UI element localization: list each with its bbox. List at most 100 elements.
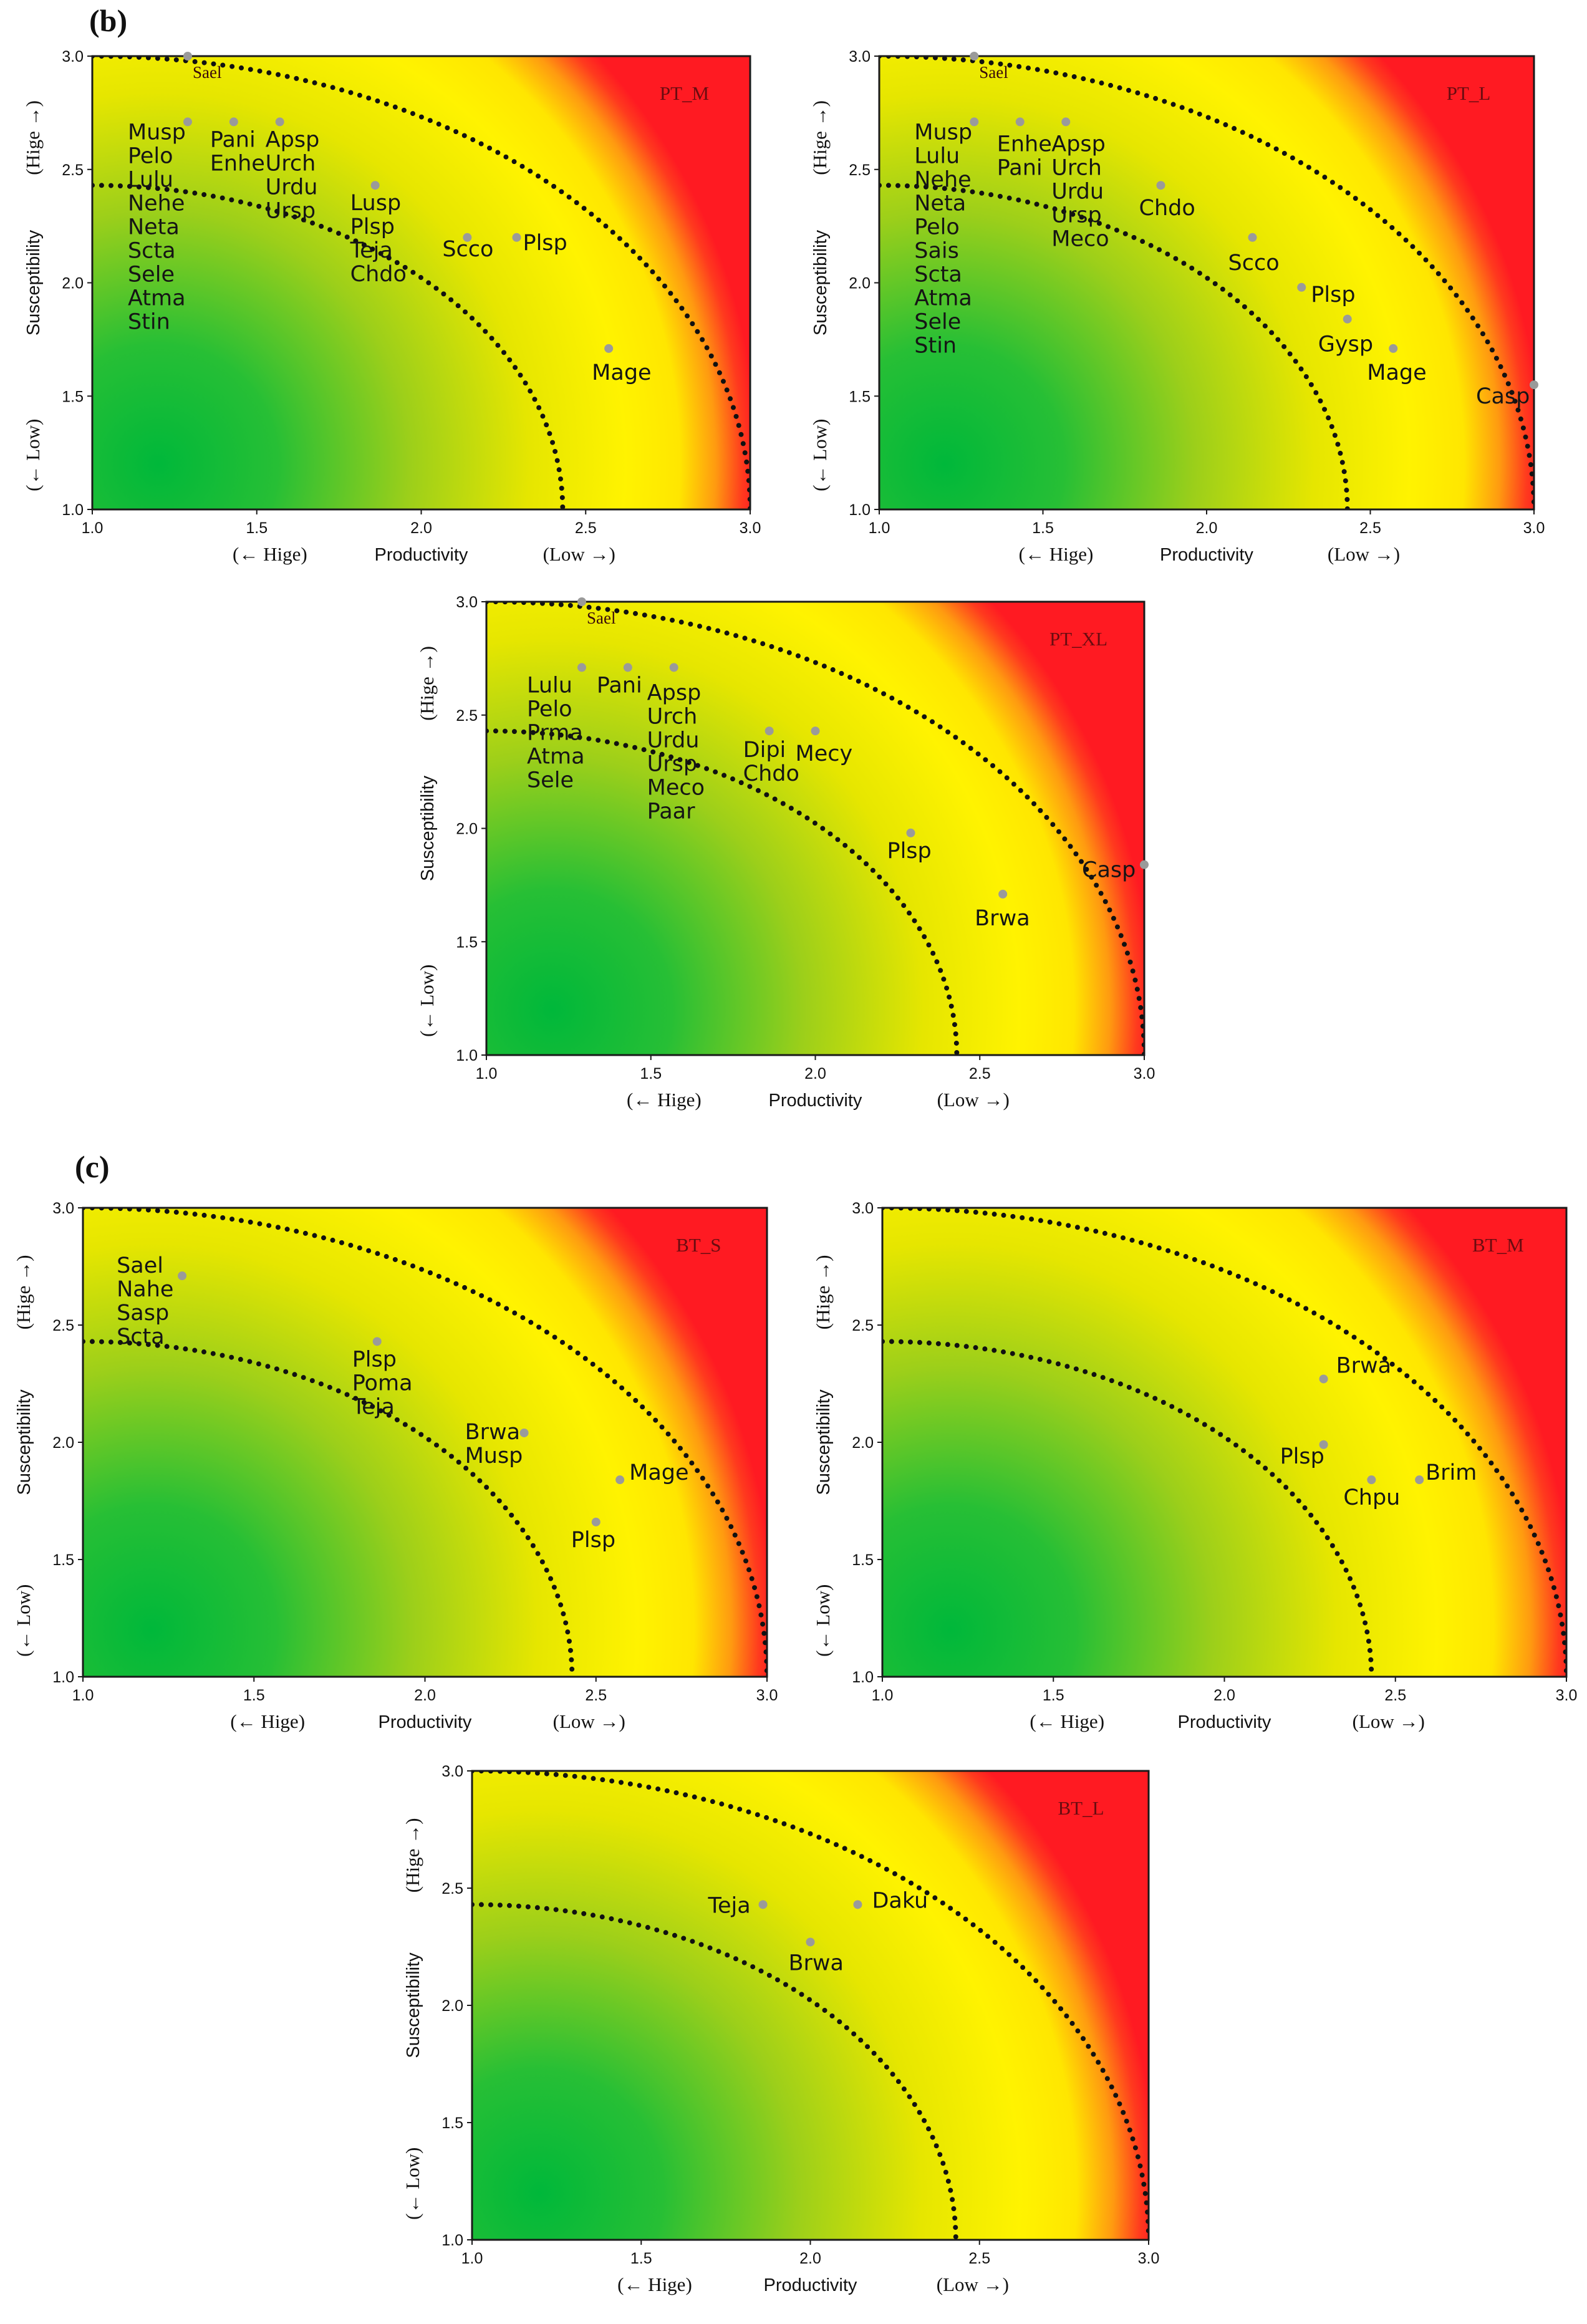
species-label: Brwa: [789, 1950, 844, 1975]
high-risk-threshold-curve: [879, 56, 1534, 509]
y-axis-title: Susceptibility: [403, 1952, 423, 2058]
species-label: Daku: [872, 1888, 928, 1913]
x-high-direction-label: (← Hige): [233, 543, 307, 565]
y-tick-label: 1.5: [849, 388, 871, 405]
chart-pt_l: PT_L 1.0 1.5 2.0 2.5 3.0 1.0 1.5 2.0 2.5 3.0 Produc…: [809, 48, 1545, 565]
risk-gradient-field: [486, 602, 1144, 1055]
data-point: [998, 889, 1008, 899]
x-tick-label: 1.0: [461, 2250, 483, 2267]
species-label: Sael: [979, 63, 1008, 82]
x-tick-label: 2.5: [575, 519, 597, 537]
x-tick-label: 2.0: [1196, 519, 1218, 537]
y-high-direction-label: (Hige →): [809, 100, 831, 175]
data-point: [604, 344, 614, 353]
y-low-direction-label: (← Low): [22, 419, 44, 491]
species-label: Teja: [708, 1893, 751, 1918]
panel-title: PT_XL: [1049, 628, 1107, 650]
species-label: Poma: [352, 1371, 413, 1396]
data-point: [669, 663, 678, 672]
y-low-direction-label: (← Low): [402, 2148, 423, 2220]
y-axis-title: Susceptibility: [814, 1389, 834, 1495]
x-tick-label: 2.5: [585, 1687, 607, 1704]
species-label: Mecy: [796, 741, 853, 766]
species-label: Enhe: [210, 151, 265, 176]
species-label: Ursp: [266, 198, 316, 223]
data-point: [1319, 1440, 1328, 1449]
y-tick-label: 3.0: [849, 48, 871, 65]
x-axis-title: Productivity: [379, 1712, 472, 1732]
y-axis-title: Susceptibility: [14, 1389, 34, 1495]
species-label: Musp: [914, 120, 972, 145]
panel-title: BT_M: [1472, 1234, 1524, 1256]
high-risk-threshold-curve: [472, 1771, 1149, 2240]
data-point: [970, 52, 979, 60]
species-label: Urch: [266, 151, 316, 176]
x-tick-label: 1.0: [72, 1687, 94, 1704]
species-label: Sais: [914, 238, 959, 263]
data-point: [1319, 1374, 1328, 1384]
species-label: Ursp: [647, 751, 697, 776]
y-tick-label: 2.0: [62, 275, 84, 292]
species-label: Pelo: [914, 215, 960, 239]
high-risk-threshold-curve: [83, 1208, 767, 1677]
species-label: Atma: [914, 286, 972, 311]
y-tick-label: 2.0: [441, 1997, 463, 2015]
species-label: Meco: [1051, 226, 1109, 251]
data-point: [1415, 1475, 1424, 1485]
data-point: [512, 233, 521, 242]
data-point: [1248, 233, 1257, 242]
species-label: Sele: [128, 262, 175, 287]
data-point: [1297, 282, 1306, 292]
species-label: Mage: [592, 360, 651, 385]
low-risk-threshold-curve: [882, 1339, 1374, 1677]
panel-title: BT_L: [1058, 1797, 1104, 1819]
chart-pt_m: PT_M 1.0 1.5 2.0 2.5 3.0 1.0 1.5 2.0 2.5 3.0 Produc…: [22, 48, 761, 565]
species-label: Sael: [193, 63, 222, 82]
data-point: [372, 1337, 382, 1346]
species-label: Urdu: [1051, 179, 1104, 204]
section-label-c: (c): [75, 1149, 110, 1184]
y-axis-title: Susceptibility: [24, 229, 44, 335]
species-label: Chdo: [1139, 196, 1195, 221]
species-label: Teja: [352, 1394, 395, 1419]
data-point: [970, 117, 979, 127]
species-label: Scta: [914, 262, 962, 287]
species-label: Neta: [128, 215, 180, 239]
species-label: Brim: [1425, 1460, 1477, 1485]
low-risk-threshold-curve: [486, 728, 960, 1055]
species-label: Brwa: [465, 1420, 520, 1445]
species-label: Sasp: [117, 1301, 169, 1326]
data-point: [1530, 380, 1538, 390]
data-point: [1156, 181, 1165, 190]
species-label: Nehe: [914, 167, 971, 192]
data-point: [591, 1517, 601, 1526]
data-point: [765, 726, 774, 736]
y-tick-label: 1.5: [456, 933, 478, 951]
species-label: Pelo: [527, 697, 572, 721]
y-axis-title: Susceptibility: [418, 775, 438, 881]
data-point: [1140, 860, 1149, 869]
species-label: Lulu: [527, 673, 572, 698]
risk-gradient-field: [83, 1208, 767, 1677]
species-label: Plsp: [1280, 1444, 1324, 1469]
data-point: [806, 1937, 815, 1947]
y-tick-label: 3.0: [52, 1200, 74, 1217]
high-risk-threshold-curve: [882, 1208, 1566, 1677]
y-tick-label: 1.0: [456, 1047, 478, 1064]
x-high-direction-label: (← Hige): [230, 1710, 305, 1732]
species-label: Casp: [1082, 858, 1136, 883]
species-label: Apsp: [647, 680, 702, 705]
species-label: Plsp: [352, 1347, 397, 1372]
x-tick-label: 3.0: [1523, 519, 1545, 537]
x-tick-label: 3.0: [1556, 1687, 1578, 1704]
x-tick-label: 2.0: [414, 1687, 436, 1704]
x-tick-label: 3.0: [756, 1687, 778, 1704]
species-label: Prma: [527, 720, 583, 745]
x-low-direction-label: (Low →): [553, 1710, 625, 1732]
species-label: Sael: [117, 1253, 163, 1278]
species-label: Paar: [647, 799, 695, 824]
x-tick-label: 1.0: [872, 1687, 894, 1704]
y-high-direction-label: (Hige →): [402, 1818, 423, 1893]
species-label: Dipi: [743, 738, 786, 763]
data-point: [811, 726, 820, 736]
